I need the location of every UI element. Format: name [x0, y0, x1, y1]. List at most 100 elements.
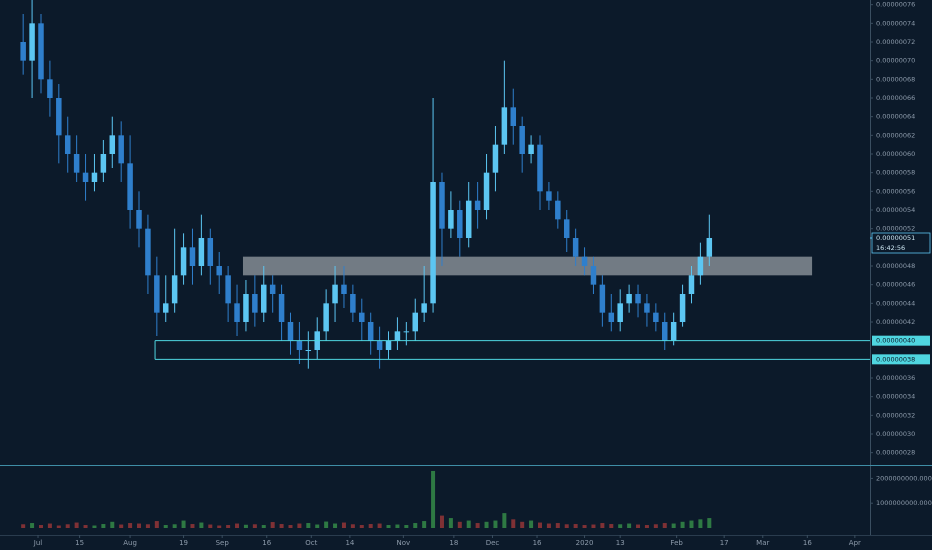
- volume-bar: [644, 525, 649, 528]
- candle-body: [653, 312, 659, 322]
- candle-body: [644, 303, 650, 313]
- candle-body: [688, 275, 695, 294]
- volume-bar: [270, 522, 275, 528]
- volume-bar: [145, 524, 150, 528]
- volume-bar: [546, 523, 551, 528]
- y-tick-label: 0.00000030: [876, 430, 915, 438]
- x-tick-label: Dec: [486, 539, 500, 547]
- zone: [242, 256, 813, 276]
- y-tick-label: 0.00000054: [876, 206, 915, 214]
- candle-body: [207, 238, 214, 266]
- x-tick-label: 17: [720, 539, 729, 547]
- candle-body: [323, 303, 329, 332]
- volume-bar: [555, 523, 560, 528]
- y-tick-label: 0.00000070: [876, 57, 915, 65]
- candle-body: [162, 303, 169, 313]
- candle-body: [287, 322, 294, 341]
- candle-body: [145, 228, 151, 276]
- x-tick-label: Mar: [756, 539, 769, 547]
- volume-bar: [529, 520, 534, 528]
- candle-body: [457, 210, 463, 238]
- volume-bar: [119, 524, 124, 528]
- candle-body: [670, 322, 677, 341]
- y-tick-label: 0.00000058: [876, 169, 915, 177]
- y-tick-label: 0.00000074: [876, 19, 915, 27]
- volume-bar: [226, 525, 231, 528]
- price-badge: [872, 354, 930, 365]
- x-tick-label: Aug: [123, 539, 137, 547]
- candle-body: [394, 331, 401, 341]
- candle-body: [109, 135, 116, 154]
- candle-body: [350, 294, 356, 313]
- candle-body: [225, 275, 231, 304]
- x-tick-label: 14: [345, 539, 354, 547]
- volume-bar: [306, 523, 311, 528]
- volume-bar: [235, 523, 240, 528]
- x-tick-label: 2020: [576, 539, 594, 547]
- volume-bar: [600, 523, 605, 528]
- volume-bar: [128, 523, 133, 528]
- volume-bar: [511, 519, 516, 528]
- volume-bar: [110, 521, 115, 528]
- candle-body: [305, 350, 312, 351]
- candle-body: [100, 154, 107, 173]
- volume-bar: [439, 515, 444, 528]
- volume-bar: [172, 524, 177, 528]
- volume-bar: [493, 520, 498, 528]
- candle-body: [296, 340, 303, 350]
- volume-bar: [101, 524, 106, 528]
- candle-body: [252, 294, 258, 313]
- volume-bar: [315, 524, 320, 528]
- candle-body: [430, 182, 436, 304]
- candle-body: [243, 294, 249, 322]
- y-tick-label: 0.00000032: [876, 411, 915, 419]
- y-tick-label: 0.00000048: [876, 262, 915, 270]
- candle-body: [359, 312, 365, 322]
- candle-body: [136, 210, 142, 229]
- candle-body: [171, 275, 178, 304]
- x-tick-label: 19: [179, 539, 188, 547]
- candle-body: [617, 303, 623, 322]
- volume-bar: [707, 518, 712, 528]
- volume-bar: [573, 524, 578, 528]
- x-tick-label: Sep: [216, 539, 230, 547]
- y-tick-label: 0.00000072: [876, 38, 915, 46]
- volume-bar: [288, 525, 293, 528]
- volume-bar: [92, 525, 97, 528]
- candle-body: [127, 163, 133, 210]
- y-tick-label: 0.00000064: [876, 113, 915, 121]
- candle-body: [403, 331, 410, 333]
- y-tick-label: 0.00000056: [876, 187, 915, 195]
- price-badge: [872, 335, 930, 346]
- candle-body: [483, 172, 490, 210]
- volume-bar: [163, 525, 168, 528]
- candle-body: [465, 200, 472, 238]
- y-tick-label: 0.00000028: [876, 449, 915, 457]
- candle-body: [189, 247, 196, 266]
- volume-bar: [47, 523, 52, 528]
- candle-body: [82, 172, 89, 182]
- candle-body: [581, 256, 588, 266]
- last-price-badge: [871, 232, 931, 254]
- candle-body: [29, 23, 35, 61]
- volume-bar: [413, 523, 418, 528]
- candle-body: [73, 154, 80, 173]
- candle-body: [662, 322, 668, 341]
- volume-bar: [350, 524, 355, 528]
- candle-body: [64, 135, 71, 154]
- candle-body: [278, 294, 285, 322]
- volume-bar: [636, 524, 641, 528]
- volume-bar: [324, 521, 329, 528]
- volume-bar: [297, 523, 302, 528]
- candle-body: [608, 312, 615, 322]
- candle-body: [474, 200, 481, 210]
- volume-bar: [21, 524, 26, 528]
- volume-bar: [618, 524, 623, 528]
- volume-bar: [243, 524, 248, 528]
- volume-bar: [181, 520, 186, 528]
- x-tick-label: 16: [803, 539, 812, 547]
- x-tick-label: Apr: [849, 539, 861, 547]
- volume-bar: [662, 523, 667, 528]
- candle-body: [519, 126, 525, 154]
- volume-bar: [653, 524, 658, 528]
